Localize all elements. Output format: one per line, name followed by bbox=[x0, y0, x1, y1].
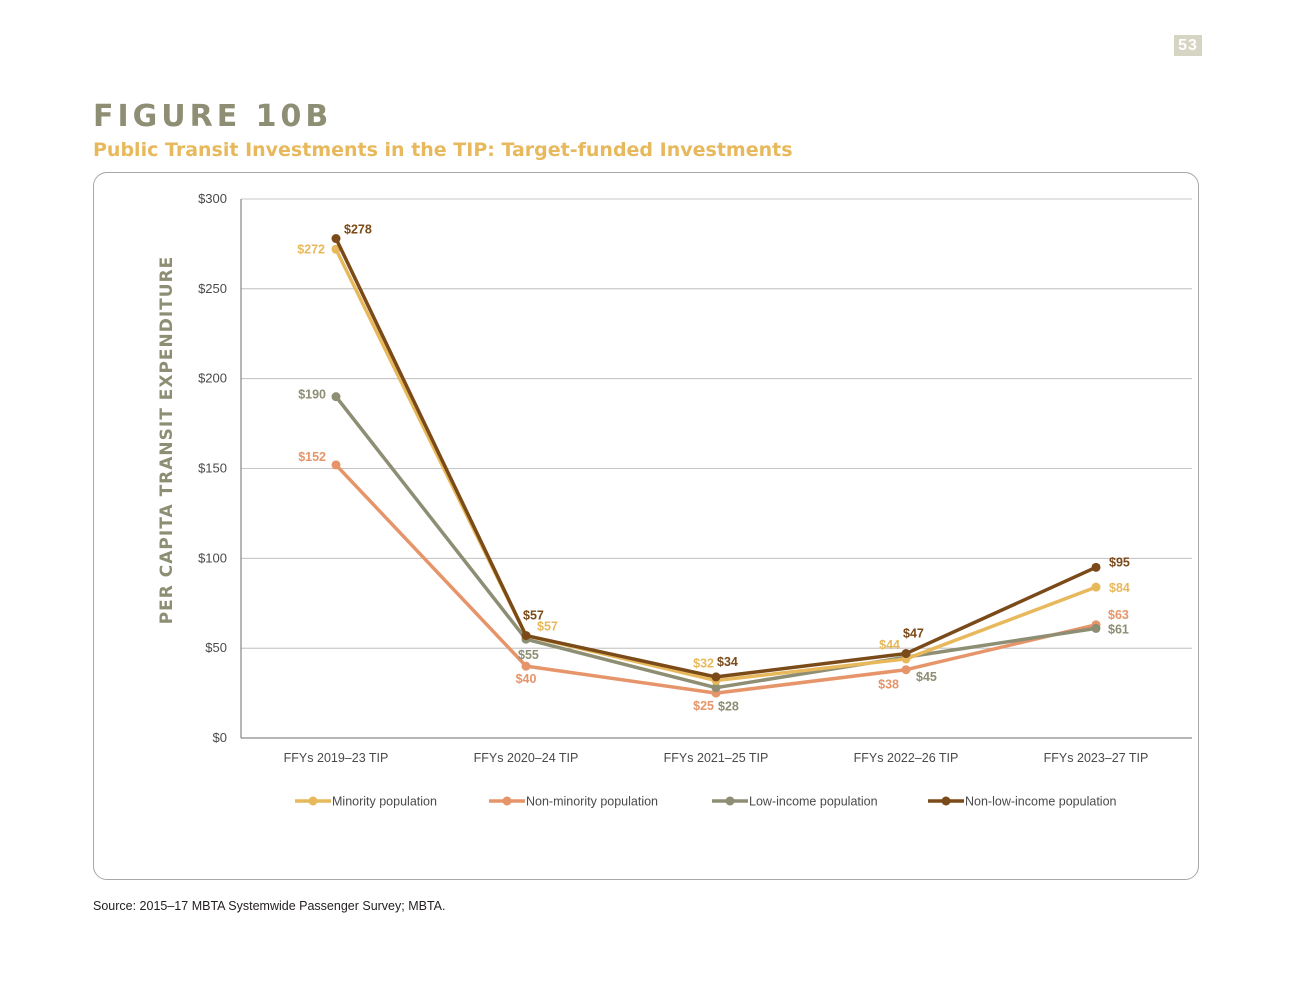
y-tick-label: $300 bbox=[198, 191, 227, 206]
data-label: $28 bbox=[718, 700, 739, 714]
chart-frame bbox=[93, 172, 1199, 880]
data-label: $25 bbox=[693, 699, 714, 713]
data-point bbox=[711, 672, 721, 682]
data-label: $34 bbox=[717, 655, 738, 669]
y-tick-label: $0 bbox=[213, 730, 227, 745]
x-tick-label: FFYs 2023–27 TIP bbox=[1044, 751, 1149, 765]
data-label: $95 bbox=[1109, 555, 1130, 569]
data-label: $44 bbox=[879, 638, 900, 652]
data-label: $38 bbox=[878, 678, 899, 692]
y-tick-label: $200 bbox=[198, 371, 227, 386]
x-tick-label: FFYs 2021–25 TIP bbox=[664, 751, 769, 765]
legend-swatch-marker bbox=[308, 796, 318, 806]
data-point bbox=[521, 661, 531, 671]
data-label: $55 bbox=[518, 648, 539, 662]
x-tick-label: FFYs 2019–23 TIP bbox=[284, 751, 389, 765]
y-tick-label: $150 bbox=[198, 461, 227, 476]
data-label: $190 bbox=[298, 388, 326, 402]
data-label: $57 bbox=[537, 620, 558, 634]
data-label: $40 bbox=[516, 672, 537, 686]
y-tick-label: $250 bbox=[198, 281, 227, 296]
legend-swatch-marker bbox=[502, 796, 512, 806]
series-line-3 bbox=[334, 236, 1098, 679]
data-point bbox=[711, 683, 721, 693]
data-point bbox=[331, 234, 341, 244]
data-label: $278 bbox=[344, 223, 372, 237]
data-label: $45 bbox=[916, 670, 937, 684]
data-label: $57 bbox=[523, 609, 544, 623]
data-label: $61 bbox=[1108, 622, 1129, 636]
data-point bbox=[331, 460, 341, 470]
data-label: $84 bbox=[1109, 581, 1130, 595]
y-axis-label: PER CAPITA TRANSIT EXPENDITURE bbox=[157, 256, 177, 625]
x-tick-label: FFYs 2020–24 TIP bbox=[474, 751, 579, 765]
data-label: $63 bbox=[1108, 608, 1129, 622]
x-tick-label: FFYs 2022–26 TIP bbox=[854, 751, 959, 765]
series-line-0 bbox=[334, 247, 1098, 683]
data-label: $32 bbox=[693, 657, 714, 671]
legend-swatch-marker bbox=[725, 796, 735, 806]
data-label: $47 bbox=[903, 627, 924, 641]
data-point bbox=[1091, 582, 1101, 592]
source-note: Source: 2015–17 MBTA Systemwide Passenge… bbox=[93, 899, 446, 913]
legend-label: Non-low-income population bbox=[965, 795, 1117, 809]
data-point bbox=[521, 631, 531, 641]
data-point bbox=[331, 392, 341, 402]
data-point bbox=[1091, 623, 1101, 633]
data-label: $152 bbox=[298, 450, 326, 464]
data-point bbox=[1091, 562, 1101, 572]
series-line-2 bbox=[334, 394, 1098, 690]
legend-label: Non-minority population bbox=[526, 795, 658, 809]
data-label: $272 bbox=[297, 242, 325, 256]
series-line-1 bbox=[334, 463, 1098, 695]
figure-subtitle: Public Transit Investments in the TIP: T… bbox=[93, 139, 793, 161]
legend-label: Minority population bbox=[332, 795, 437, 809]
figure-title: FIGURE 10B bbox=[93, 99, 333, 134]
legend-label: Low-income population bbox=[749, 795, 878, 809]
page-number: 53 bbox=[1174, 35, 1202, 56]
y-tick-label: $100 bbox=[198, 550, 227, 565]
legend-swatch-marker bbox=[941, 796, 951, 806]
y-tick-label: $50 bbox=[205, 640, 227, 655]
data-point bbox=[901, 665, 911, 675]
data-point bbox=[901, 649, 911, 659]
